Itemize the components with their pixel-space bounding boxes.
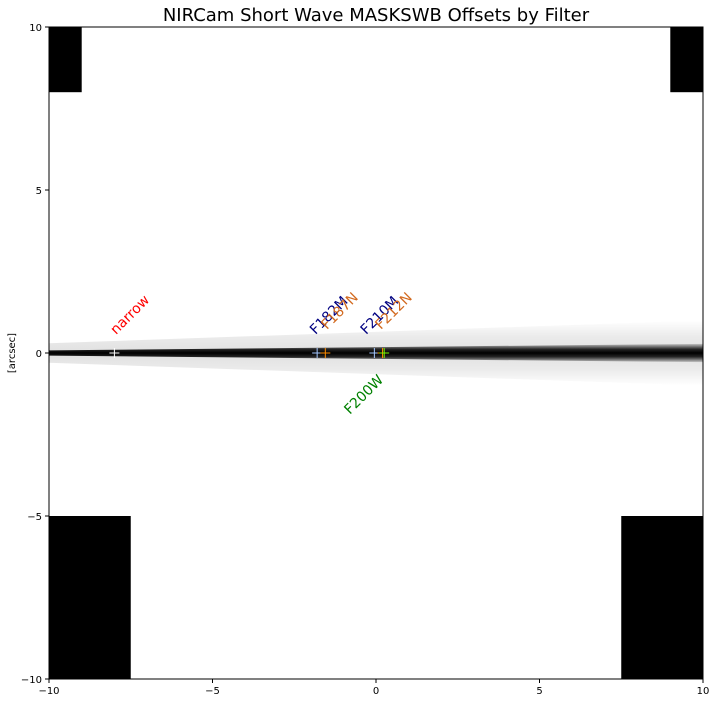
mask-corner-block <box>621 516 703 679</box>
x-tick-label: 5 <box>536 686 542 697</box>
x-tick-label: 10 <box>697 686 710 697</box>
point-label: narrow <box>108 292 154 338</box>
y-tick-label: −5 <box>27 512 42 523</box>
x-tick-label: 0 <box>373 686 379 697</box>
mask-corner-block <box>49 27 82 93</box>
y-tick-label: 0 <box>36 349 42 360</box>
y-axis-label: [arcsec] <box>7 333 18 373</box>
plot-frame <box>48 26 704 680</box>
point-label: F200W <box>341 372 387 418</box>
y-tick-label: 5 <box>36 186 42 197</box>
mask-corner-block <box>670 27 703 93</box>
y-tick-label: −10 <box>21 675 42 686</box>
x-tick-label: −5 <box>205 686 220 697</box>
axis-ticks: −10 −5 0 5 10 −10 −5 0 5 10 <box>21 23 709 697</box>
x-tick-label: −10 <box>38 686 59 697</box>
mask-corner-block <box>49 516 131 679</box>
y-tick-label: 10 <box>29 23 42 34</box>
chart-title: NIRCam Short Wave MASKSWB Offsets by Fil… <box>163 5 590 26</box>
